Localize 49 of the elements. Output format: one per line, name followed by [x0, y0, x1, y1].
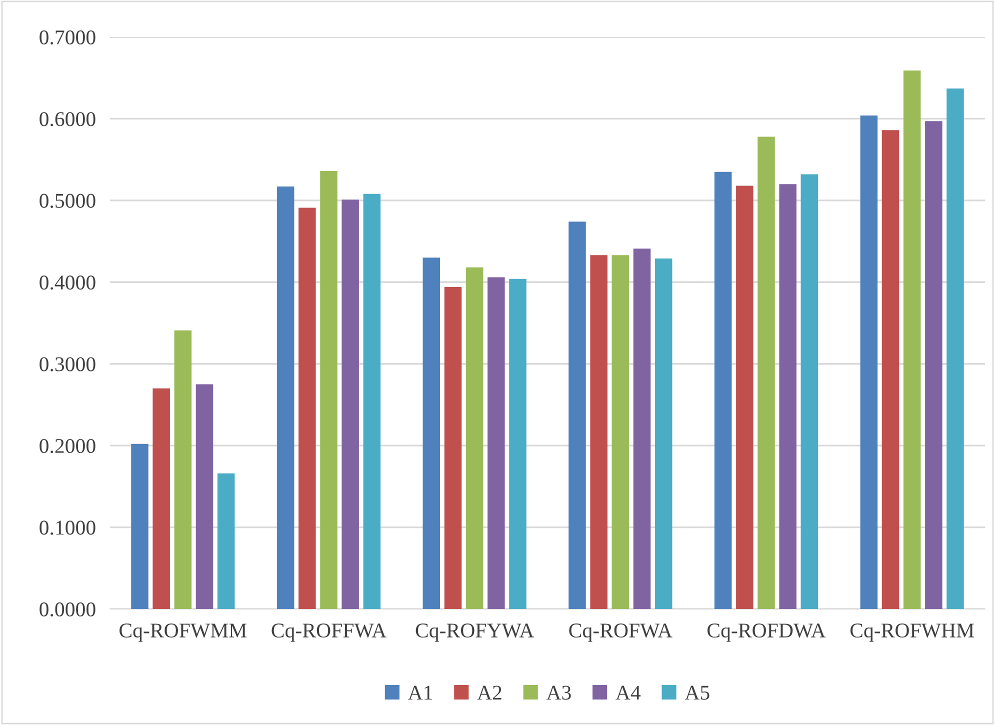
- bar: [320, 171, 338, 609]
- y-tick-label: 0.3000: [40, 357, 96, 372]
- bar: [903, 70, 921, 609]
- bar: [714, 172, 732, 609]
- x-tick-label: Cq-ROFDWA: [708, 624, 826, 642]
- legend-label: A4: [616, 686, 641, 700]
- bar: [217, 473, 235, 609]
- legend-label: A5: [684, 686, 710, 700]
- bar: [196, 384, 214, 609]
- bar: [342, 200, 359, 609]
- bar: [466, 267, 484, 609]
- bar: [736, 186, 754, 609]
- bar: [174, 330, 192, 609]
- y-tick-label: 0.6000: [40, 112, 96, 126]
- y-tick-label: 0.1000: [40, 520, 96, 535]
- y-tick-label: 0.0000: [40, 602, 96, 617]
- bar: [633, 248, 651, 609]
- x-tick-label: Cq-ROFWHM: [850, 624, 974, 642]
- bar: [612, 255, 630, 609]
- bar: [925, 121, 942, 609]
- bar: [882, 130, 900, 609]
- bar: [509, 278, 526, 609]
- legend-label: A1: [408, 686, 432, 700]
- y-tick-label: 0.5000: [40, 194, 96, 208]
- bar: [131, 444, 148, 609]
- bar: [590, 255, 608, 609]
- bar: [152, 388, 170, 609]
- bar: [568, 222, 586, 609]
- bar: [860, 115, 878, 609]
- bar: [276, 186, 294, 609]
- y-tick-label: 0.4000: [40, 276, 96, 290]
- y-tick-label: 0.2000: [40, 438, 96, 454]
- x-tick-label: Cq-ROFWMM: [120, 624, 247, 642]
- bar: [488, 277, 505, 609]
- bar: [422, 258, 440, 609]
- legend-label: A2: [477, 686, 502, 700]
- y-tick-label: 0.7000: [40, 30, 96, 45]
- bar: [363, 194, 381, 609]
- bar: [779, 184, 796, 609]
- bar: [444, 287, 462, 609]
- legend-label: A3: [546, 686, 571, 700]
- bar: [758, 136, 775, 609]
- bar: [298, 208, 316, 609]
- x-tick-label: Cq-ROFFWA: [272, 624, 386, 642]
- x-tick-label: Cq-ROFWA: [569, 624, 672, 642]
- bar: [800, 174, 818, 609]
- bar: [946, 88, 964, 609]
- x-tick-label: Cq-ROFYWA: [416, 624, 534, 642]
- bar: [654, 258, 672, 609]
